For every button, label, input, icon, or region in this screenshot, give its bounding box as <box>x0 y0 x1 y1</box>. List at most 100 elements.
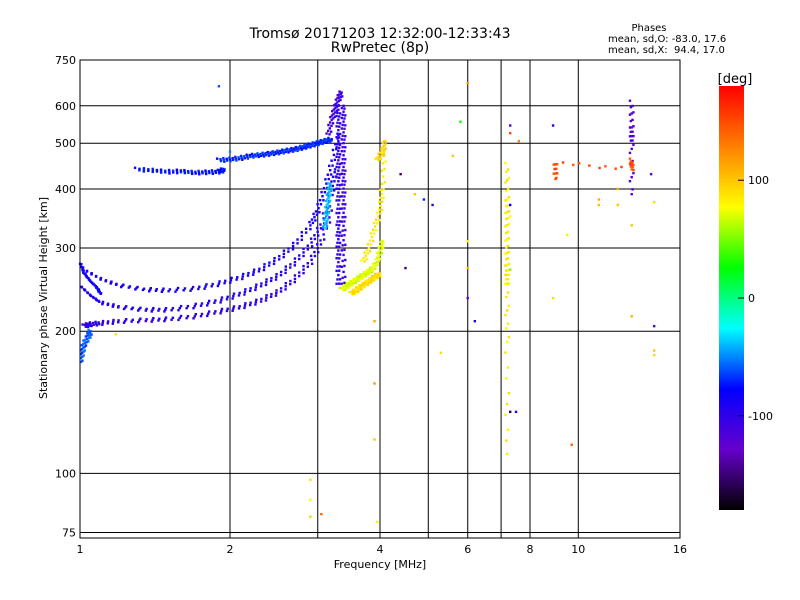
data-point <box>342 154 345 157</box>
data-point <box>631 139 634 142</box>
data-point <box>309 224 312 227</box>
data-point <box>337 118 340 121</box>
data-point <box>259 152 262 156</box>
data-point <box>373 225 377 228</box>
data-point <box>629 165 633 168</box>
data-point <box>84 322 88 325</box>
data-point <box>122 307 126 311</box>
data-point <box>171 306 175 310</box>
data-point <box>326 187 329 191</box>
data-point <box>341 134 344 138</box>
data-point <box>155 170 159 173</box>
data-point <box>307 142 310 145</box>
data-point <box>329 182 332 186</box>
data-point <box>337 237 340 241</box>
data-point <box>145 318 148 321</box>
data-point <box>598 166 601 170</box>
data-point <box>363 260 366 263</box>
data-point <box>316 251 320 254</box>
data-point <box>614 167 617 170</box>
colorbar-unit: [deg] <box>718 72 753 87</box>
data-point <box>343 107 346 110</box>
data-point <box>337 128 340 132</box>
data-point <box>652 324 656 328</box>
data-point <box>331 184 335 188</box>
data-point <box>246 157 250 160</box>
data-point <box>309 227 312 231</box>
data-point <box>365 257 368 261</box>
data-point <box>328 133 331 136</box>
data-point <box>84 335 88 338</box>
data-point <box>361 277 364 280</box>
data-point <box>341 215 344 219</box>
data-point <box>241 277 244 281</box>
data-point <box>466 296 469 300</box>
data-point <box>506 269 510 272</box>
colorbar-tick-label: -100 <box>748 410 773 423</box>
data-point <box>210 285 213 288</box>
data-point <box>335 257 338 260</box>
data-point <box>301 145 304 148</box>
data-point <box>344 284 347 287</box>
data-point <box>106 302 110 305</box>
data-point <box>629 130 633 134</box>
data-point <box>309 478 312 481</box>
data-point <box>290 146 293 150</box>
data-point <box>223 160 226 163</box>
data-point <box>252 271 255 274</box>
data-point <box>231 297 234 300</box>
data-point <box>193 315 197 318</box>
data-point <box>343 220 346 223</box>
data-point <box>325 141 328 145</box>
data-point <box>377 274 380 278</box>
data-point <box>174 290 177 293</box>
data-point <box>508 203 512 207</box>
data-point <box>255 298 258 302</box>
data-point <box>168 288 172 291</box>
data-point <box>319 203 323 206</box>
data-point <box>322 186 326 190</box>
data-point <box>630 126 633 129</box>
data-point <box>505 231 508 235</box>
data-point <box>220 169 224 172</box>
data-point <box>86 291 89 294</box>
data-point <box>321 142 324 146</box>
data-point <box>326 140 330 143</box>
data-point <box>142 167 146 170</box>
data-point <box>262 268 266 272</box>
data-point <box>616 203 619 207</box>
data-point <box>334 143 337 146</box>
data-point <box>335 269 338 273</box>
data-point <box>338 187 341 191</box>
data-point <box>117 319 120 322</box>
data-point <box>272 151 275 155</box>
data-point <box>628 180 632 183</box>
data-point <box>342 284 345 287</box>
data-point <box>343 195 346 198</box>
data-point <box>362 271 365 274</box>
data-point <box>131 318 134 322</box>
data-point <box>381 150 384 153</box>
data-point <box>170 309 173 312</box>
data-point <box>629 139 633 142</box>
data-point <box>85 341 88 344</box>
data-point <box>218 168 222 172</box>
data-point <box>334 102 337 106</box>
y-tick-label: 400 <box>55 183 76 196</box>
data-point <box>256 154 260 157</box>
data-point <box>371 228 375 232</box>
data-point <box>282 249 286 252</box>
data-point <box>332 153 336 157</box>
data-point <box>374 157 377 160</box>
data-point <box>322 141 326 144</box>
data-point <box>271 150 274 153</box>
data-point <box>505 251 509 255</box>
data-point <box>504 225 507 228</box>
data-point <box>325 224 329 228</box>
data-point <box>311 221 315 225</box>
data-point <box>328 138 331 142</box>
data-point <box>101 319 105 323</box>
data-point <box>237 307 241 310</box>
data-point <box>335 136 338 139</box>
data-point <box>130 320 133 323</box>
